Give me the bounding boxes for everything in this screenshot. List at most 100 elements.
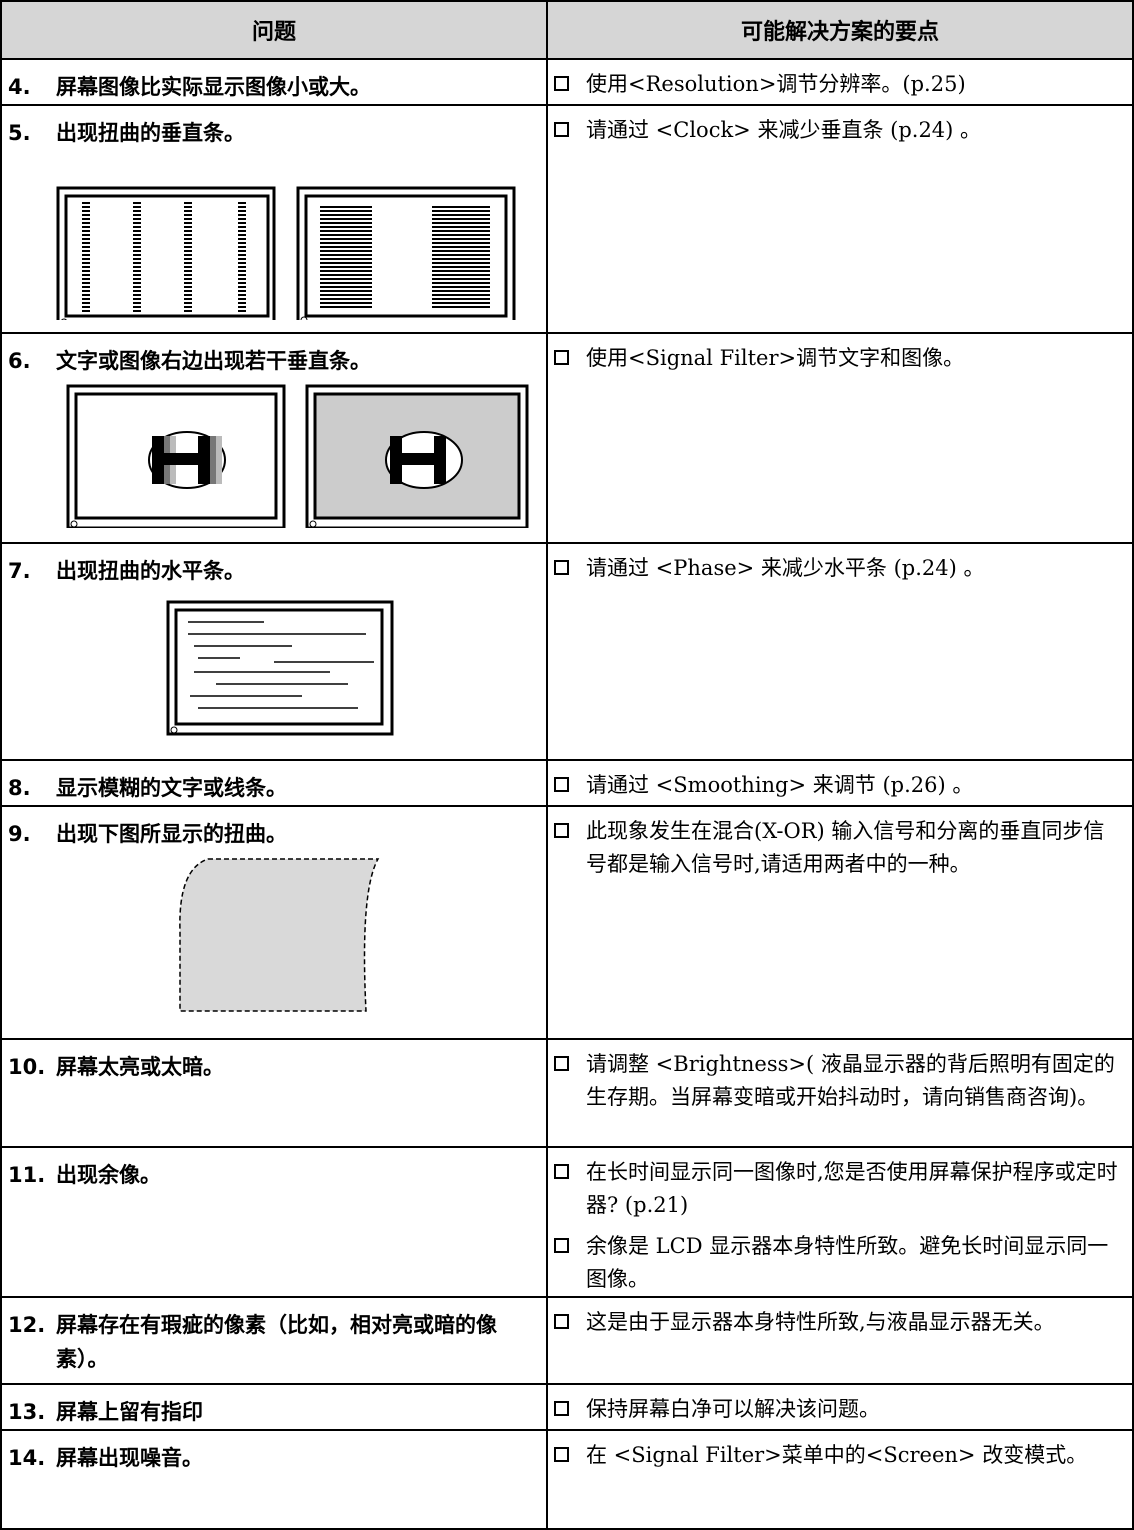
- problem-cell: 5. 出现扭曲的垂直条。: [0, 104, 548, 334]
- illustration-shape: [74, 392, 278, 520]
- problem: 14. 屏幕出现噪音。: [2, 1431, 546, 1475]
- problem: 13. 屏幕上留有指印: [2, 1385, 546, 1429]
- illustration-shape: [61, 318, 67, 320]
- solution: 此现象发生在混合(X-OR) 输入信号和分离的垂直同步信号都是输入信号时,请适用…: [548, 807, 1132, 881]
- illustration-shape: [160, 453, 200, 465]
- illustration-shape: [64, 194, 270, 318]
- illustration-shape: [320, 204, 372, 310]
- illustration: [166, 600, 394, 736]
- solution-cell: 使用<Signal Filter>调节文字和图像。: [546, 332, 1134, 544]
- problem-number: 5.: [8, 121, 31, 145]
- illustration-shape: [210, 436, 216, 484]
- problem: 8. 显示模糊的文字或线条。: [2, 761, 546, 805]
- problem-text: 出现余像。: [56, 1163, 161, 1187]
- solution-cell: 请调整 <Brightness>( 液晶显示器的背后照明有固定的生存期。当屏幕变…: [546, 1038, 1134, 1148]
- table-row: 11. 出现余像。 在长时间显示同一图像时,您是否使用屏幕保护程序或定时器? (p.…: [0, 1146, 1134, 1298]
- table-row: 4. 屏幕图像比实际显示图像小或大。 使用<Resolution>调节分辨率。(p.…: [0, 58, 1134, 106]
- illustration-shape: [304, 194, 508, 318]
- problem-text: 出现扭曲的水平条。: [56, 559, 245, 583]
- illustration-shape: [174, 608, 384, 726]
- illustration-shape: [216, 436, 222, 484]
- solution: 保持屏幕白净可以解决该问题。: [548, 1385, 1132, 1426]
- table-row: 7. 出现扭曲的水平条。 请通过 <Phase> 来减少水平条 (p.24) 。: [0, 542, 1134, 761]
- illustration-shape: [309, 520, 317, 528]
- table-row: 13. 屏幕上留有指印 保持屏幕白净可以解决该问题。: [0, 1383, 1134, 1431]
- solution-cell: 请通过 <Smoothing> 来调节 (p.26) 。: [546, 759, 1134, 807]
- solution-cell: 这是由于显示器本身特性所致,与液晶显示器无关。: [546, 1296, 1134, 1385]
- problem-number: 11.: [8, 1163, 46, 1187]
- problem-number: 13.: [8, 1400, 46, 1424]
- solution: 请通过 <Smoothing> 来调节 (p.26) 。: [548, 761, 1132, 802]
- illustration-shape: [70, 520, 78, 528]
- solution: 在长时间显示同一图像时,您是否使用屏幕保护程序或定时器? (p.21): [548, 1148, 1132, 1222]
- illustration: [179, 858, 380, 1012]
- problem-text: 屏幕上留有指印: [56, 1400, 203, 1424]
- problem-number: 4.: [8, 75, 31, 99]
- table-row: 9. 出现下图所显示的扭曲。 此现象发生在混合(X-OR) 输入信号和分离的垂直同…: [0, 805, 1134, 1040]
- illustration-shape: [434, 436, 446, 484]
- header-row: 问题 可能解决方案的要点: [0, 0, 1134, 60]
- problem-text: 屏幕图像比实际显示图像小或大。: [56, 75, 371, 99]
- illustration-shape: [152, 436, 164, 484]
- problem-cell: 11. 出现余像。: [0, 1146, 548, 1298]
- solution: 请通过 <Clock> 来减少垂直条 (p.24) 。: [548, 106, 1132, 147]
- illustration-shape: [179, 858, 380, 1012]
- illustration-shape: [170, 726, 178, 734]
- problem: 10. 屏幕太亮或太暗。: [2, 1040, 546, 1084]
- illustration-shape: [166, 600, 394, 736]
- solution-cell: 在长时间显示同一图像时,您是否使用屏幕保护程序或定时器? (p.21) 余像是 L…: [546, 1146, 1134, 1298]
- problem-number: 6.: [8, 349, 31, 373]
- problem-cell: 6. 文字或图像右边出现若干垂直条。: [0, 332, 548, 544]
- illustration-shape: [400, 453, 438, 465]
- solution-cell: 保持屏幕白净可以解决该问题。: [546, 1383, 1134, 1431]
- illustration-shape: [188, 621, 374, 709]
- problem: 12. 屏幕存在有瑕疵的像素（比如，相对亮或暗的像素）。: [2, 1298, 546, 1376]
- problem: 4. 屏幕图像比实际显示图像小或大。: [2, 60, 546, 104]
- illustration-shape: [300, 316, 308, 320]
- solution: 余像是 LCD 显示器本身特性所致。避免长时间显示同一图像。: [548, 1222, 1132, 1296]
- illustration-shape: [390, 436, 402, 484]
- problem-text: 屏幕太亮或太暗。: [56, 1055, 224, 1079]
- table-body: 4. 屏幕图像比实际显示图像小或大。 使用<Resolution>调节分辨率。(p.…: [0, 58, 1134, 1530]
- problem-cell: 14. 屏幕出现噪音。: [0, 1429, 548, 1530]
- problem-cell: 10. 屏幕太亮或太暗。: [0, 1038, 548, 1148]
- problem-text: 显示模糊的文字或线条。: [56, 776, 287, 800]
- illustration-shape: [66, 384, 286, 528]
- solution: 请通过 <Phase> 来减少水平条 (p.24) 。: [548, 544, 1132, 585]
- problem-number: 12.: [8, 1313, 46, 1337]
- problem-text: 屏幕出现噪音。: [56, 1446, 203, 1470]
- header-cell: 问题: [0, 0, 548, 60]
- problem-cell: 12. 屏幕存在有瑕疵的像素（比如，相对亮或暗的像素）。: [0, 1296, 548, 1385]
- illustration: [66, 384, 529, 528]
- solution: 请调整 <Brightness>( 液晶显示器的背后照明有固定的生存期。当屏幕变…: [548, 1040, 1132, 1114]
- problem-cell: 4. 屏幕图像比实际显示图像小或大。: [0, 58, 548, 106]
- problem: 7. 出现扭曲的水平条。: [2, 544, 546, 588]
- problem-number: 10.: [8, 1055, 46, 1079]
- illustration: [56, 186, 516, 320]
- problem-cell: 8. 显示模糊的文字或线条。: [0, 759, 548, 807]
- problem-text: 出现扭曲的垂直条。: [56, 121, 245, 145]
- problem: 11. 出现余像。: [2, 1148, 546, 1192]
- problem-number: 9.: [8, 822, 31, 846]
- table-row: 10. 屏幕太亮或太暗。 请调整 <Brightness>( 液晶显示器的背后照明有…: [0, 1038, 1134, 1148]
- problem: 5. 出现扭曲的垂直条。: [2, 106, 546, 150]
- problem-text: 文字或图像右边出现若干垂直条。: [56, 349, 371, 373]
- problem-cell: 7. 出现扭曲的水平条。: [0, 542, 548, 761]
- problem-number: 8.: [8, 776, 31, 800]
- solution-cell: 使用<Resolution>调节分辨率。(p.25): [546, 58, 1134, 106]
- problem-text: 出现下图所显示的扭曲。: [56, 822, 287, 846]
- problem-text: 屏幕存在有瑕疵的像素（比如，相对亮或暗的像素）。: [56, 1313, 497, 1371]
- problem-cell: 13. 屏幕上留有指印: [0, 1383, 548, 1431]
- table-row: 6. 文字或图像右边出现若干垂直条。 使用<Signal Filter>调节文字和…: [0, 332, 1134, 544]
- header-cell: 可能解决方案的要点: [546, 0, 1134, 60]
- illustration-shape: [432, 204, 490, 310]
- solution: 这是由于显示器本身特性所致,与液晶显示器无关。: [548, 1298, 1132, 1339]
- problem: 9. 出现下图所显示的扭曲。: [2, 807, 546, 851]
- problem-number: 14.: [8, 1446, 46, 1470]
- solution-cell: 此现象发生在混合(X-OR) 输入信号和分离的垂直同步信号都是输入信号时,请适用…: [546, 805, 1134, 1040]
- solution-cell: 在 <Signal Filter>菜单中的<Screen> 改变模式。: [546, 1429, 1134, 1530]
- problem-cell: 9. 出现下图所显示的扭曲。: [0, 805, 548, 1040]
- solution-cell: 请通过 <Phase> 来减少水平条 (p.24) 。: [546, 542, 1134, 761]
